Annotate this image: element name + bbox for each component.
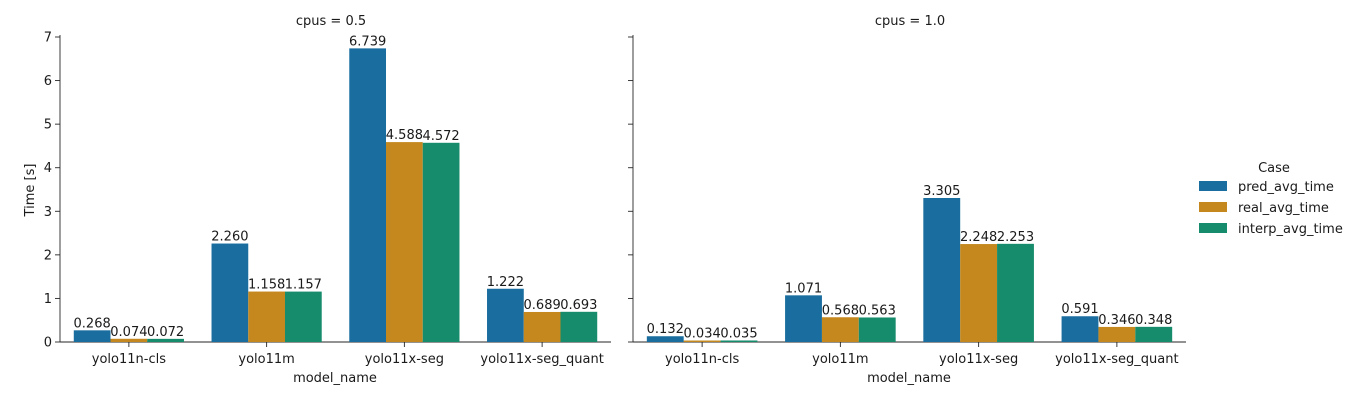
x-tick-label: yolo11m <box>812 352 868 367</box>
bar-pred_avg_time <box>923 197 961 342</box>
bar-interp_avg_time <box>720 340 758 342</box>
x-tick-label: yolo11n-cls <box>665 352 739 367</box>
bar-interp_avg_time <box>147 338 184 342</box>
bar-value-label: 0.132 <box>647 322 684 337</box>
facet-panel-cpus-0.5: cpus = 0.5 Time [s] model_name 0 1 2 3 4 5 6 7 y… <box>23 14 611 386</box>
bar-value-label: 0.035 <box>720 326 757 341</box>
bar-real_avg_time <box>683 340 721 342</box>
x-tick-label: yolo11x-seg <box>365 352 444 367</box>
y-tick-label: 3 <box>44 205 52 220</box>
bar-value-label: 0.074 <box>110 325 147 340</box>
y-tick-label: 4 <box>44 161 52 176</box>
bar-real_avg_time <box>821 317 859 342</box>
bar-interp_avg_time <box>858 317 896 342</box>
legend-label: real_avg_time <box>1238 201 1329 216</box>
bar-value-label: 2.260 <box>211 230 248 245</box>
x-axis-label: model_name <box>293 371 377 386</box>
bar-interp_avg_time <box>997 243 1034 342</box>
bar-value-label: 1.071 <box>785 281 822 296</box>
bar-pred_avg_time <box>487 288 524 342</box>
bar-real_avg_time <box>960 244 998 342</box>
y-tick-label: 7 <box>44 31 52 46</box>
bar-real_avg_time <box>523 311 561 342</box>
y-tick-label: 1 <box>44 292 52 307</box>
x-tick-label: yolo11x-seg_quant <box>1055 352 1178 367</box>
bar-value-label: 6.739 <box>349 34 386 49</box>
bar-value-label: 0.072 <box>147 325 184 340</box>
bar-value-label: 1.157 <box>285 278 322 293</box>
bar-value-label: 0.034 <box>684 327 721 342</box>
bar-interp_avg_time <box>284 291 322 342</box>
bar-value-label: 0.348 <box>1135 313 1172 328</box>
bar-pred_avg_time <box>646 336 684 342</box>
facet-title: cpus = 0.5 <box>296 14 366 29</box>
bar-interp_avg_time <box>560 311 598 342</box>
bar-value-label: 0.346 <box>1098 313 1135 328</box>
y-tick-label: 5 <box>44 118 52 133</box>
y-tick-label: 6 <box>44 74 52 89</box>
bar-value-label: 2.248 <box>960 230 997 245</box>
legend-swatch-pred_avg_time <box>1199 181 1227 191</box>
bar-pred_avg_time <box>349 48 387 343</box>
bar-value-label: 0.568 <box>822 303 859 318</box>
bar-value-label: 4.588 <box>386 128 423 143</box>
bar-interp_avg_time <box>422 142 460 342</box>
bar-value-label: 1.158 <box>248 278 285 293</box>
bar-real_avg_time <box>248 291 285 342</box>
y-tick-label: 0 <box>44 336 52 351</box>
x-tick-label: yolo11n-cls <box>92 352 166 367</box>
legend: Case pred_avg_time real_avg_time interp_av… <box>1199 161 1343 237</box>
bar-value-label: 0.268 <box>74 316 111 331</box>
bar-real_avg_time <box>1098 326 1136 342</box>
legend-swatch-real_avg_time <box>1199 202 1227 212</box>
legend-label: interp_avg_time <box>1238 222 1343 237</box>
bar-pred_avg_time <box>211 243 249 342</box>
x-axis-label: model_name <box>867 371 951 386</box>
bar-value-label: 0.693 <box>560 298 597 313</box>
bar-value-label: 0.591 <box>1061 302 1098 317</box>
bar-pred_avg_time <box>1061 316 1099 342</box>
y-tick-label: 2 <box>44 248 52 263</box>
bar-value-label: 0.563 <box>859 303 896 318</box>
y-axis-label: Time [s] <box>23 164 38 218</box>
bar-real_avg_time <box>386 142 423 342</box>
bar-value-label: 0.689 <box>524 298 561 313</box>
bar-value-label: 2.253 <box>997 230 1034 245</box>
legend-title: Case <box>1258 161 1290 176</box>
bar-value-label: 4.572 <box>422 129 459 144</box>
facet-title: cpus = 1.0 <box>875 14 945 29</box>
legend-swatch-interp_avg_time <box>1199 223 1227 233</box>
bar-pred_avg_time <box>73 330 111 342</box>
x-tick-label: yolo11x-seg_quant <box>480 352 603 367</box>
legend-label: pred_avg_time <box>1238 180 1334 195</box>
bar-value-label: 3.305 <box>923 184 960 199</box>
x-tick-label: yolo11x-seg <box>939 352 1018 367</box>
bar-interp_avg_time <box>1135 326 1173 342</box>
bar-real_avg_time <box>110 338 148 342</box>
bar-value-label: 1.222 <box>487 275 524 290</box>
bar-pred_avg_time <box>785 295 822 342</box>
x-tick-label: yolo11m <box>238 352 294 367</box>
